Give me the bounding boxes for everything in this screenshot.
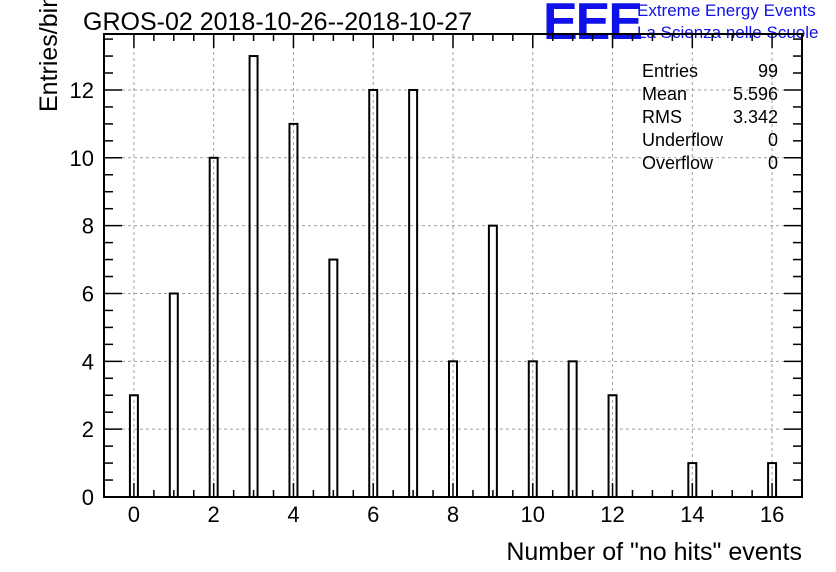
histogram-bar xyxy=(328,258,339,499)
stat-value: 0 xyxy=(767,153,778,173)
logo-text-line-2: La Scienza nelle Scuole xyxy=(637,23,819,42)
x-tick-label: 12 xyxy=(600,502,624,527)
x-tick-label: 2 xyxy=(208,502,220,527)
stat-value: 99 xyxy=(757,61,778,81)
stat-value: 3.342 xyxy=(732,107,778,127)
y-tick-label: 2 xyxy=(82,417,94,442)
y-axis-label: Entries/bin xyxy=(35,0,63,112)
y-tick-label: 4 xyxy=(82,349,94,374)
stats-box: Entries 99 Mean 5.596 RMS 3.342 Underflo… xyxy=(642,60,778,175)
y-tick-label: 6 xyxy=(82,281,94,306)
stat-row-rms: RMS 3.342 xyxy=(642,106,778,129)
chart-title: GROS-02 2018-10-26--2018-10-27 xyxy=(83,8,473,36)
stat-value: 0 xyxy=(767,130,778,150)
stat-label: RMS xyxy=(642,107,682,127)
stat-label: Overflow xyxy=(642,153,714,173)
x-tick-label: 4 xyxy=(287,502,299,527)
y-tick-label: 8 xyxy=(82,214,94,239)
x-tick-label: 14 xyxy=(680,502,704,527)
histogram-bar xyxy=(248,55,259,499)
histogram-bar xyxy=(168,292,179,498)
x-axis-label: Number of "no hits" events xyxy=(506,538,802,566)
x-tick-label: 10 xyxy=(521,502,545,527)
y-tick-label: 12 xyxy=(70,78,94,103)
x-tick-label: 8 xyxy=(447,502,459,527)
x-tick-label: 0 xyxy=(128,502,140,527)
stat-value: 5.596 xyxy=(732,84,778,104)
stat-label: Mean xyxy=(642,84,688,104)
histogram-bar xyxy=(607,394,618,498)
y-tick-label: 0 xyxy=(82,485,94,510)
x-tick-label: 16 xyxy=(760,502,784,527)
histogram-bar xyxy=(128,394,139,498)
x-tick-label: 6 xyxy=(367,502,379,527)
stat-label: Underflow xyxy=(642,130,724,150)
logo-text-line-1: Extreme Energy Events xyxy=(637,1,816,20)
stat-row-underflow: Underflow 0 xyxy=(642,129,778,152)
y-tick-label: 10 xyxy=(70,146,94,171)
stat-label: Entries xyxy=(642,61,699,81)
stat-row-entries: Entries 99 xyxy=(642,60,778,83)
stat-row-mean: Mean 5.596 xyxy=(642,83,778,106)
stat-row-overflow: Overflow 0 xyxy=(642,152,778,175)
